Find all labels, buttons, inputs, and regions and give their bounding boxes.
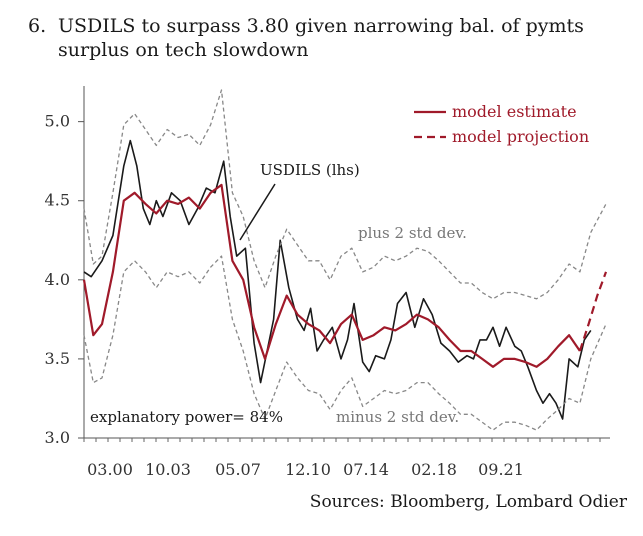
x-tick-label: 10.03	[145, 460, 191, 479]
title-line-2: surplus on tech slowdown	[58, 39, 309, 61]
series-model-projection	[578, 271, 608, 352]
y-tick-label: 3.5	[45, 349, 70, 368]
annotation-plus-2-std: plus 2 std dev.	[358, 224, 467, 242]
annotation-usdils-pointer	[239, 183, 276, 241]
chart-title: 6. USDILS to surpass 3.80 given narrowing…	[28, 14, 628, 62]
y-tick-label: 4.5	[45, 191, 70, 210]
annotation-minus-2-std: minus 2 std dev.	[336, 408, 459, 426]
y-tick-label: 3.0	[45, 428, 70, 447]
title-number: 6.	[28, 15, 47, 37]
series-usdils-lhs	[83, 139, 592, 420]
chart-axes: 3.0 3.5 4.0 4.5 5.0 03.00 10.03 05.07 12.10 07.14…	[45, 86, 610, 479]
x-tick-label: 09.21	[478, 460, 524, 479]
y-tick-label: 4.0	[45, 270, 70, 289]
chart-series	[82, 89, 608, 431]
x-tick-label: 07.14	[343, 460, 389, 479]
annotation-usdils: USDILS (lhs)	[260, 161, 360, 179]
annotation-explanatory-power: explanatory power= 84%	[90, 408, 283, 426]
sources-note: Sources: Bloomberg, Lombard Odier	[309, 492, 627, 512]
title-line-1: USDILS to surpass 3.80 given narrowing b…	[58, 15, 584, 37]
y-tick-label: 5.0	[45, 112, 70, 131]
series-minus-2-std-dev	[83, 255, 607, 431]
legend-label-model-projection: model projection	[452, 127, 589, 146]
series-plus-2-std-dev	[83, 89, 607, 300]
x-tick-label: 02.18	[411, 460, 457, 479]
series-model-estimate	[82, 183, 581, 368]
legend-label-model-estimate: model estimate	[452, 102, 577, 121]
x-tick-label: 03.00	[87, 460, 133, 479]
x-tick-label: 12.10	[285, 460, 331, 479]
x-tick-label: 05.07	[215, 460, 261, 479]
chart-annotations: model estimate model projection USDILS (lh…	[90, 102, 589, 426]
